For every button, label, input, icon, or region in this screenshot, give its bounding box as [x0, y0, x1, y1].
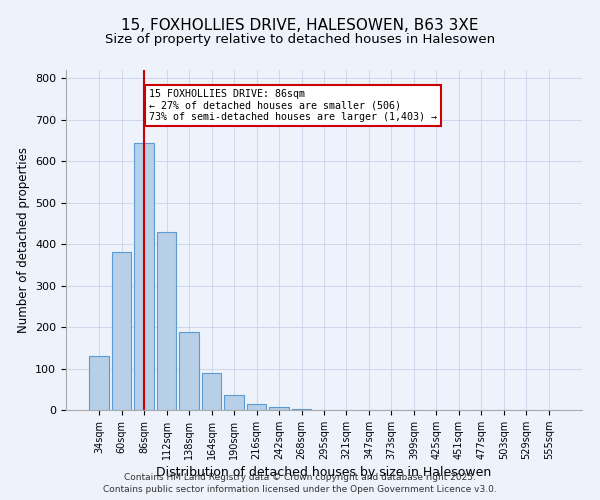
Bar [247, 404, 266, 410]
Bar [112, 252, 131, 410]
Bar [134, 144, 154, 410]
Y-axis label: Number of detached properties: Number of detached properties [17, 147, 29, 333]
Text: 15 FOXHOLLIES DRIVE: 86sqm
← 27% of detached houses are smaller (506)
73% of sem: 15 FOXHOLLIES DRIVE: 86sqm ← 27% of deta… [149, 88, 437, 122]
Bar [179, 332, 199, 410]
Text: Contains HM Land Registry data © Crown copyright and database right 2025.: Contains HM Land Registry data © Crown c… [124, 472, 476, 482]
Text: 15, FOXHOLLIES DRIVE, HALESOWEN, B63 3XE: 15, FOXHOLLIES DRIVE, HALESOWEN, B63 3XE [121, 18, 479, 32]
Bar [89, 356, 109, 410]
Bar [292, 409, 311, 410]
X-axis label: Distribution of detached houses by size in Halesowen: Distribution of detached houses by size … [157, 466, 491, 479]
Text: Contains public sector information licensed under the Open Government Licence v3: Contains public sector information licen… [103, 485, 497, 494]
Bar [157, 232, 176, 410]
Bar [202, 372, 221, 410]
Bar [224, 395, 244, 410]
Text: Size of property relative to detached houses in Halesowen: Size of property relative to detached ho… [105, 32, 495, 46]
Bar [269, 406, 289, 410]
